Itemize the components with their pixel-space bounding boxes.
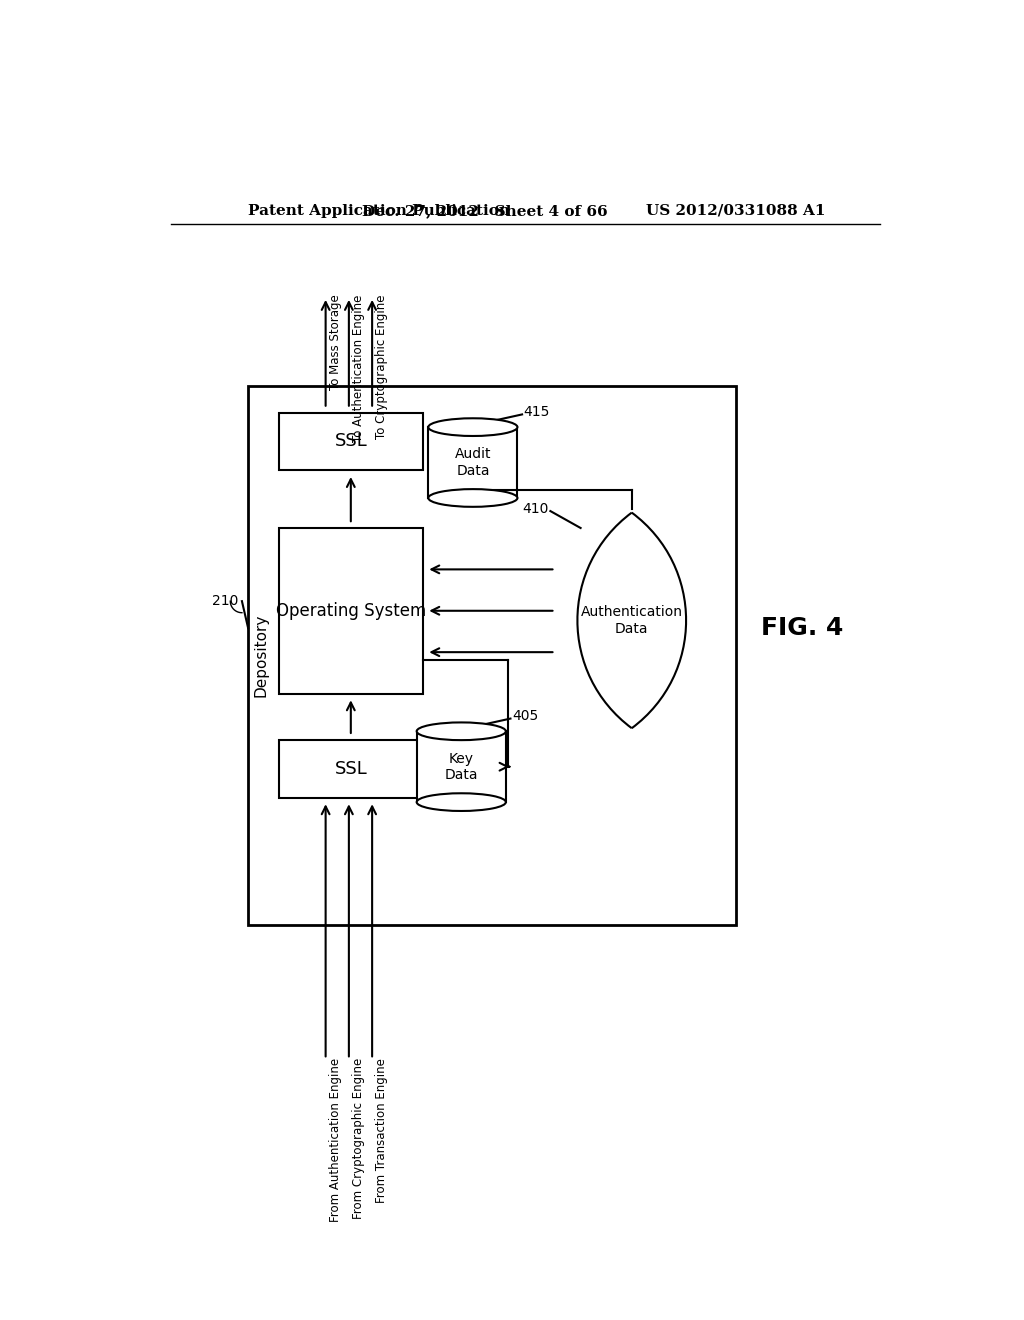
Text: FIG. 4: FIG. 4 — [761, 616, 844, 640]
Text: From Cryptographic Engine: From Cryptographic Engine — [352, 1057, 365, 1218]
Text: To Cryptographic Engine: To Cryptographic Engine — [375, 294, 388, 440]
Text: US 2012/0331088 A1: US 2012/0331088 A1 — [646, 203, 825, 218]
Ellipse shape — [417, 793, 506, 810]
Ellipse shape — [428, 418, 517, 436]
Bar — [417, 731, 506, 803]
PathPatch shape — [578, 512, 686, 729]
Text: Audit
Data: Audit Data — [455, 447, 492, 478]
Bar — [280, 739, 423, 797]
Text: To Authentication Engine: To Authentication Engine — [352, 294, 365, 442]
Bar — [280, 412, 423, 470]
Ellipse shape — [417, 722, 506, 741]
Text: 415: 415 — [523, 405, 550, 420]
Text: 405: 405 — [512, 709, 539, 723]
Text: 210: 210 — [212, 594, 238, 609]
Text: Patent Application Publication: Patent Application Publication — [248, 203, 510, 218]
Text: Key
Data: Key Data — [444, 751, 478, 781]
Text: From Transaction Engine: From Transaction Engine — [375, 1057, 388, 1203]
Text: Dec. 27, 2012   Sheet 4 of 66: Dec. 27, 2012 Sheet 4 of 66 — [361, 203, 607, 218]
Bar — [428, 428, 517, 498]
Text: 410: 410 — [522, 502, 549, 516]
Bar — [280, 528, 423, 693]
Text: Depository: Depository — [253, 614, 268, 697]
Text: Operating System: Operating System — [275, 602, 426, 620]
Text: To Mass Storage: To Mass Storage — [329, 294, 342, 391]
Text: SSL: SSL — [335, 759, 368, 777]
Text: Authentication
Data: Authentication Data — [581, 606, 683, 635]
Text: From Authentication Engine: From Authentication Engine — [329, 1057, 342, 1222]
Text: SSL: SSL — [335, 433, 368, 450]
Ellipse shape — [428, 490, 517, 507]
Bar — [248, 385, 736, 924]
